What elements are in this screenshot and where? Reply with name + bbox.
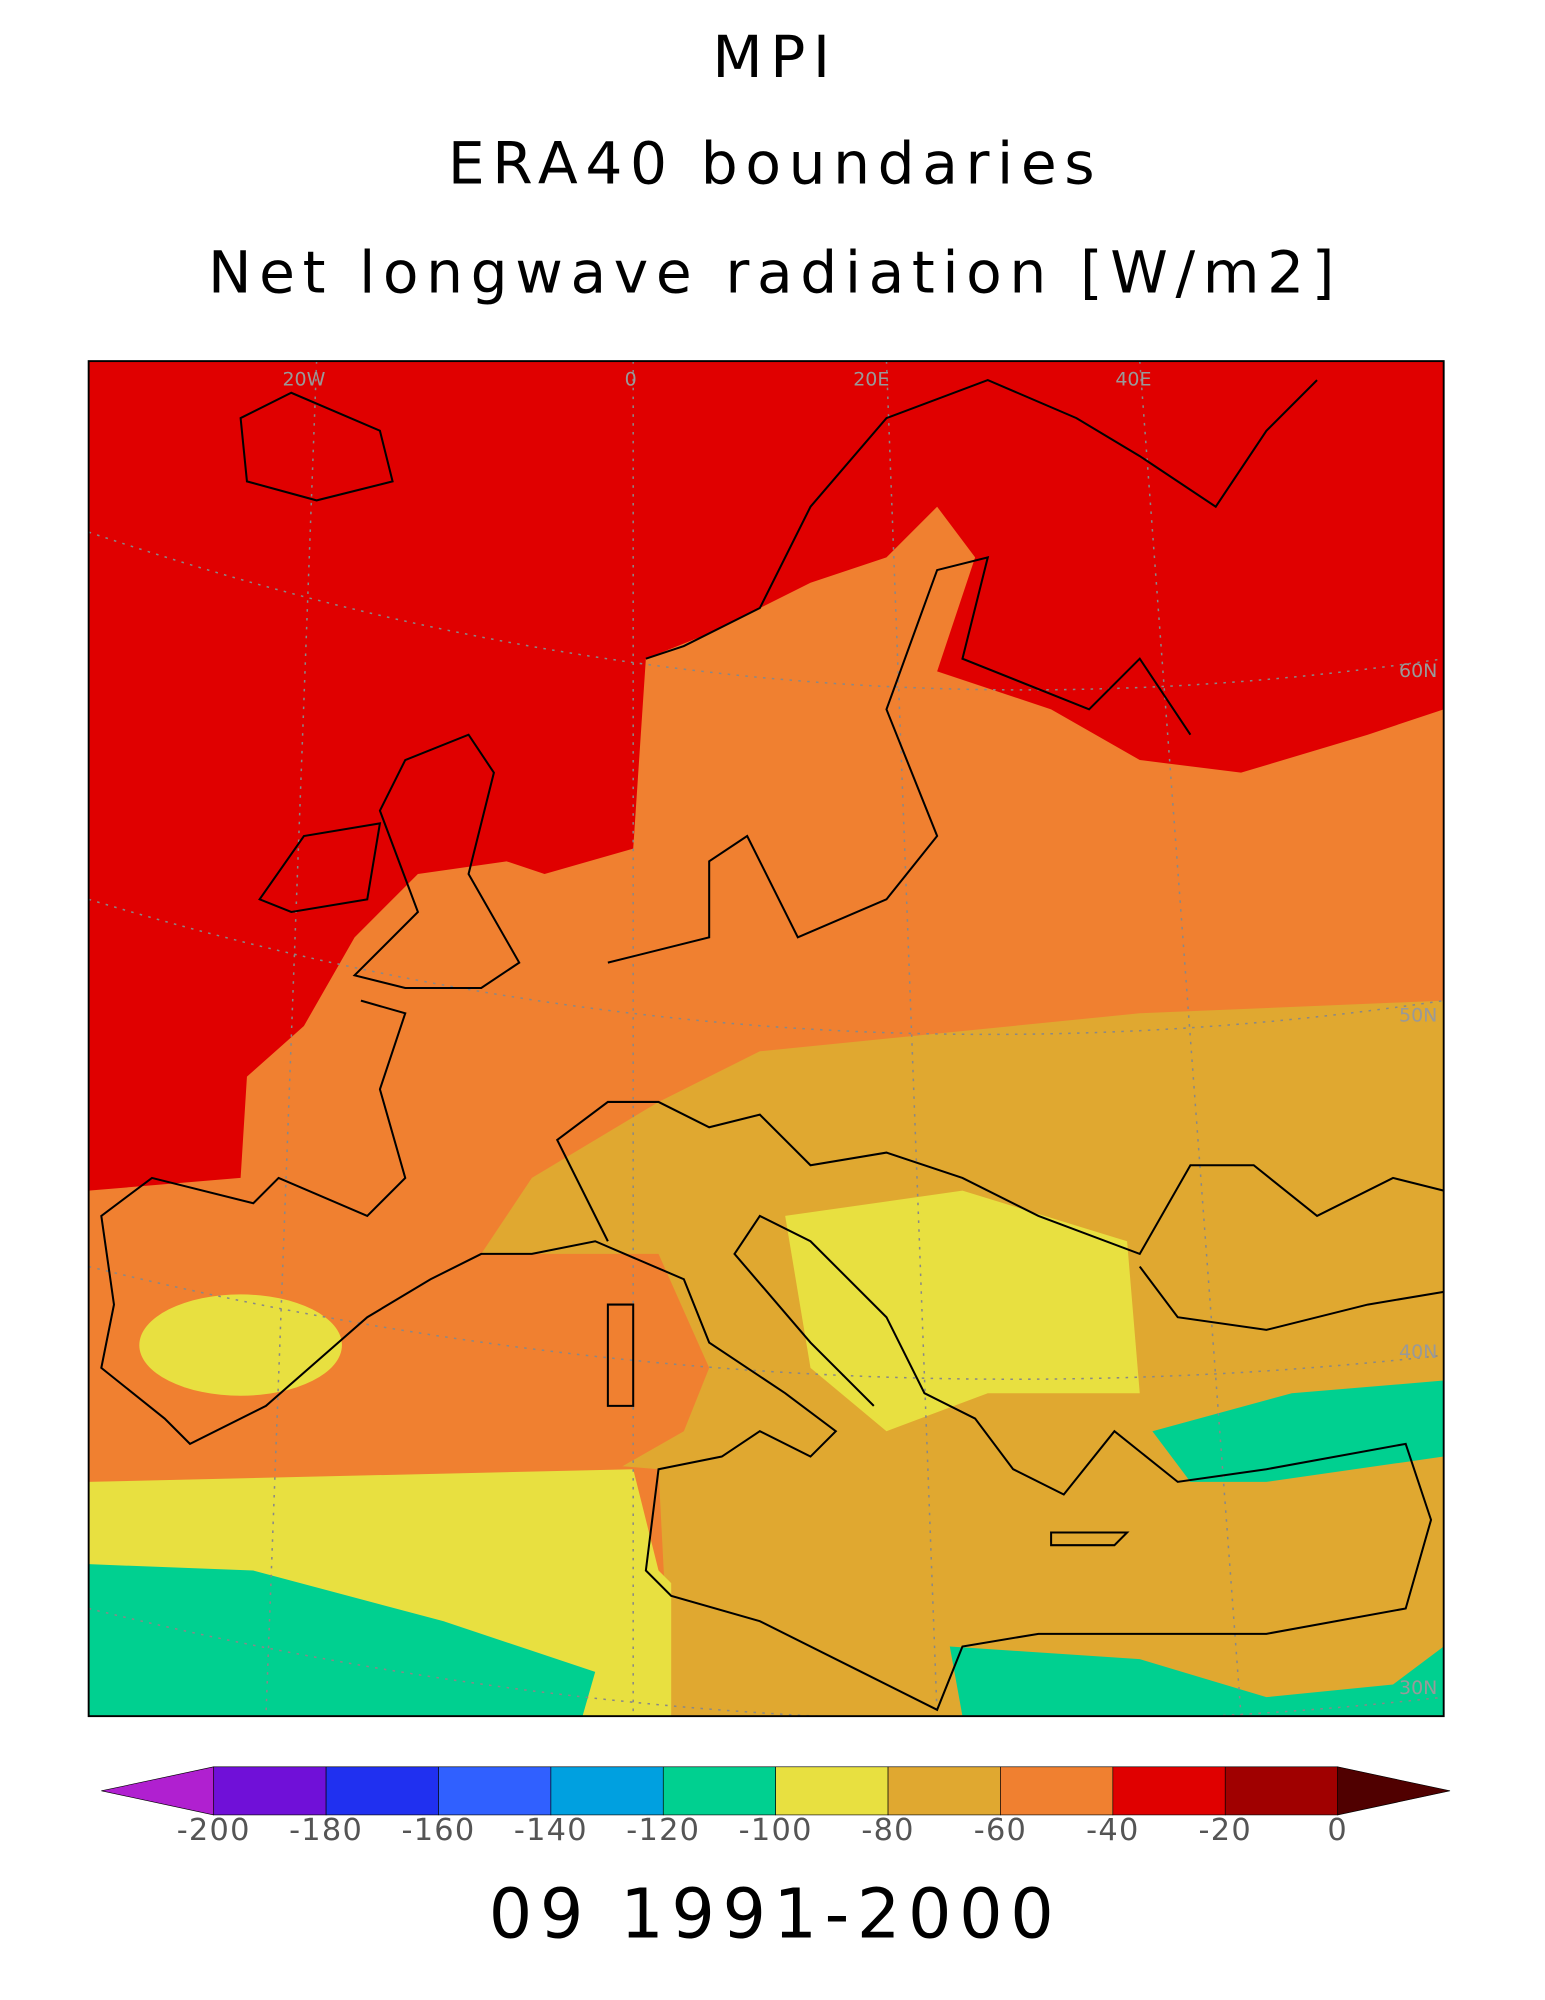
colorbar-tick-label: -60 bbox=[974, 1813, 1027, 1848]
zone-green-turkey bbox=[1152, 1380, 1444, 1482]
colorbar-tick-label: -200 bbox=[177, 1813, 251, 1848]
zone-green-east bbox=[949, 1646, 1444, 1717]
zone-yellow-iberia bbox=[139, 1294, 342, 1396]
graticule-label: 30N bbox=[1399, 1677, 1437, 1699]
colorbar-segment bbox=[550, 1766, 664, 1816]
map-frame bbox=[87, 360, 1445, 1718]
caption: 09 1991-2000 bbox=[489, 1875, 1062, 1954]
colorbar-segment bbox=[775, 1766, 889, 1816]
graticule bbox=[88, 361, 1444, 1717]
colorbar-segment bbox=[662, 1766, 776, 1816]
colorbar-tick-label: -120 bbox=[626, 1813, 700, 1848]
colorbar-segment bbox=[213, 1766, 327, 1816]
colorbar-over bbox=[1337, 1766, 1451, 1816]
colorbar-segment bbox=[1224, 1766, 1338, 1816]
graticule-label: 20W bbox=[282, 369, 325, 391]
graticule-label: 50N bbox=[1399, 1004, 1437, 1026]
colorbar-tick-label: -80 bbox=[861, 1813, 914, 1848]
colorbar-under bbox=[101, 1766, 215, 1816]
graticule-label: 20E bbox=[853, 369, 889, 391]
colorbar-tick-label: 0 bbox=[1327, 1813, 1348, 1848]
title: MPI bbox=[712, 23, 837, 91]
colorbar-tick-label: -140 bbox=[514, 1813, 588, 1848]
colorbar-tick-label: -40 bbox=[1086, 1813, 1139, 1848]
colorbar-segment bbox=[1112, 1766, 1226, 1816]
graticule-label: 60N bbox=[1399, 660, 1437, 682]
colorbar-tick-label: -160 bbox=[401, 1813, 475, 1848]
colorbar: -200 -180 -160 -140 -120 -100 -80 -60 -40 -20 0 bbox=[101, 1766, 1451, 1848]
graticule-label: 40N bbox=[1399, 1341, 1437, 1363]
map: 20W 0 20E 40E 60N 50N 40N 30N bbox=[87, 360, 1445, 1718]
colorbar-segment bbox=[1000, 1766, 1114, 1816]
colorbar-tick-label: -100 bbox=[739, 1813, 813, 1848]
zone-green-africa bbox=[88, 1564, 596, 1717]
colorbar-segment bbox=[325, 1766, 439, 1816]
colorbar-segment bbox=[438, 1766, 552, 1816]
graticule-label: 0 bbox=[625, 369, 637, 391]
colorbar-tick-label: -180 bbox=[289, 1813, 363, 1848]
coastline bbox=[100, 379, 1444, 1712]
colorbar-segment bbox=[887, 1766, 1001, 1816]
zone-yellow-balkans bbox=[785, 1190, 1140, 1432]
subtitle: ERA40 boundaries bbox=[448, 129, 1102, 197]
colorbar-tick-label: -20 bbox=[1199, 1813, 1252, 1848]
graticule-label: 40E bbox=[1115, 369, 1151, 391]
variable-title: Net longwave radiation [W/m2] bbox=[208, 238, 1342, 306]
field bbox=[88, 361, 1444, 1717]
